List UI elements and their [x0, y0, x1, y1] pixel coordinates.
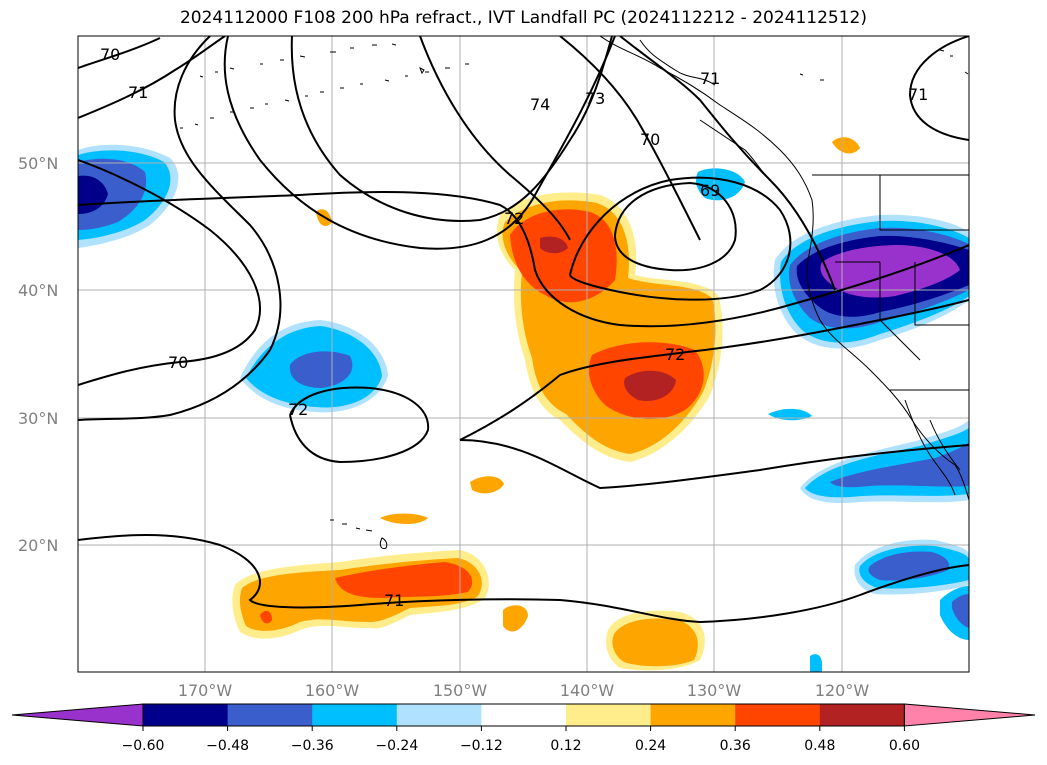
lat-label: 40°N: [18, 281, 58, 300]
anomaly-0.48-area: [624, 370, 676, 402]
contour-label: 72: [504, 209, 524, 228]
contour-label: 71: [128, 83, 148, 102]
map-frame: [77, 35, 970, 673]
anomaly-small-blob: [470, 476, 504, 494]
map-title: 2024112000 F108 200 hPa refract., IVT La…: [179, 8, 867, 28]
lon-label: 150°W: [433, 681, 488, 700]
colorbar-tick-label: −0.36: [291, 738, 334, 754]
anomaly-0.36-area: [260, 610, 272, 624]
contour-label: 70: [100, 45, 120, 64]
graticule: [78, 36, 969, 672]
colorbar-tick-label: 0.36: [720, 738, 751, 754]
anomaly-neg0.36-area: [830, 442, 969, 488]
contour-label: 73: [585, 89, 605, 108]
colorbar-segment: [227, 704, 313, 726]
anomaly-small-negative: [768, 408, 812, 421]
colorbar-tick-label: 0.24: [635, 738, 666, 754]
colorbar-segment: [396, 704, 482, 726]
lon-label: 140°W: [560, 681, 615, 700]
anomaly-0.48-area: [540, 236, 568, 254]
contour-label: 69: [700, 181, 720, 200]
lon-label: 130°W: [687, 681, 742, 700]
lat-label: 20°N: [18, 536, 58, 555]
map-content: 70 71 70 72 74 73 71 70 69 72 72 71 71: [78, 36, 969, 672]
anomaly-small-blob: [503, 605, 528, 632]
contour-label: 71: [700, 69, 720, 88]
anomaly-small-negative: [696, 168, 745, 201]
contour-label: 71: [384, 591, 404, 610]
colorbar-segment: [312, 704, 398, 726]
colorbar-segment: [819, 704, 905, 726]
colorbar-tick-label: 0.12: [550, 738, 581, 754]
colorbar-tick-label: 0.48: [804, 738, 835, 754]
contour-label: 72: [665, 345, 685, 364]
contour-lines: [78, 36, 969, 624]
contour-label: 72: [288, 400, 308, 419]
lat-label: 50°N: [18, 154, 58, 173]
colorbar-segment: [481, 704, 567, 726]
colorbar-segment: [903, 703, 1036, 727]
coastlines: [180, 36, 969, 549]
longitude-labels: 170°W 160°W 150°W 140°W 130°W 120°W: [178, 681, 870, 700]
colorbar-tick-label: −0.24: [375, 738, 418, 754]
contour-label: 70: [168, 353, 188, 372]
contour-label: 70: [640, 130, 660, 149]
anomaly-0.36-area: [335, 562, 473, 598]
anomaly-neg0.36-area: [952, 594, 969, 628]
contour-labels: 70 71 70 72 74 73 71 70 69 72 72 71 71: [100, 45, 928, 610]
anomaly-neg0.36-area: [78, 158, 147, 230]
positive-anomaly-central: [496, 192, 723, 462]
anomaly-small-blob: [380, 513, 428, 524]
colorbar-tick-label: −0.48: [206, 738, 249, 754]
colorbar-tick-label: −0.60: [122, 738, 165, 754]
anomaly-neg0.60-area: [820, 245, 960, 298]
colorbar-tick-label: 0.60: [889, 738, 920, 754]
latitude-labels: 50°N 40°N 30°N 20°N: [18, 154, 58, 555]
colorbar-segment: [735, 704, 821, 726]
contour-label: 71: [908, 85, 928, 104]
lat-label: 30°N: [18, 409, 58, 428]
colorbar: −0.60 −0.48 −0.36 −0.24 −0.12 0.12 0.24 0.36 0.4…: [11, 703, 1036, 754]
colorbar-segment: [143, 704, 229, 726]
colorbar-segment: [566, 704, 652, 726]
anomaly-small-blob: [832, 137, 860, 154]
colorbar-segment: [11, 703, 144, 727]
anomaly-neg0.36-area: [289, 351, 353, 388]
contour-label: 74: [530, 95, 550, 114]
colorbar-tick-label: −0.12: [460, 738, 503, 754]
lon-label: 120°W: [815, 681, 870, 700]
anomaly-neg0.24-area: [810, 654, 822, 672]
lon-label: 160°W: [305, 681, 360, 700]
lon-label: 170°W: [178, 681, 233, 700]
anomaly-small-blob: [612, 618, 698, 667]
colorbar-outline: [142, 703, 905, 727]
colorbar-segment: [650, 704, 736, 726]
positive-anomaly-south: [232, 550, 489, 639]
